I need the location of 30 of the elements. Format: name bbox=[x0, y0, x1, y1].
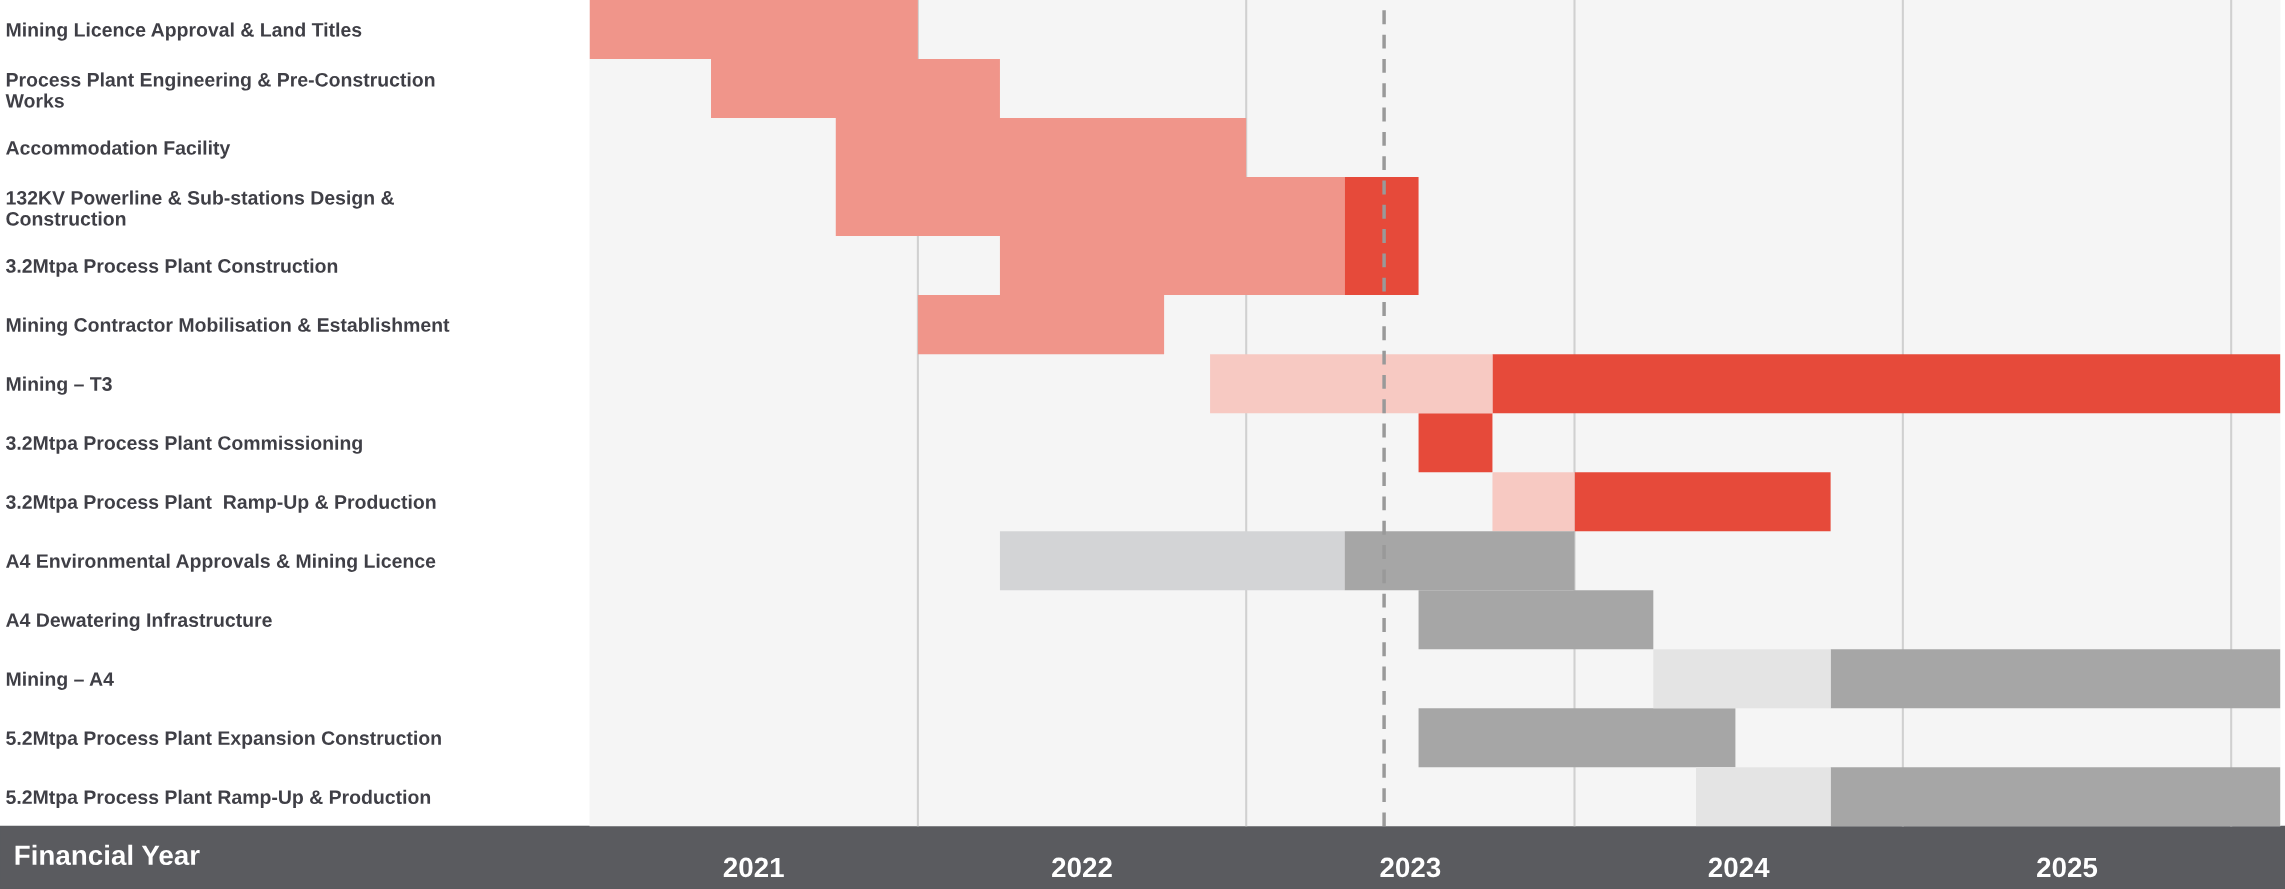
x-tick-label: 2025 bbox=[2037, 857, 2098, 878]
bar bbox=[1210, 354, 1493, 414]
bar bbox=[1492, 472, 1575, 532]
y-tick-label: A4 Environmental Approvals & Mining Licence bbox=[6, 553, 436, 572]
y-tick-label: Process Plant Engineering & Pre-Construction Works bbox=[5, 72, 435, 108]
y-tick-label: 3.2Mtpa Process Plant Ramp-Up & Production bbox=[6, 494, 436, 513]
bar bbox=[1653, 649, 1831, 709]
y-tick-label: 132KV Powerline & Sub-stations Design & Construction bbox=[6, 190, 394, 226]
x-tick-label: 2022 bbox=[1052, 857, 1112, 878]
x-axis-title: Financial Year bbox=[15, 844, 200, 866]
y-tick-label: Mining – A4 bbox=[6, 671, 114, 690]
x-tick-label: 2023 bbox=[1380, 857, 1441, 878]
bar bbox=[1418, 708, 1736, 768]
bar bbox=[1696, 767, 1831, 827]
x-tick-label: 2021 bbox=[723, 857, 784, 878]
y-tick-label: Mining – T3 bbox=[6, 376, 112, 395]
y-tick-label: Accommodation Facility bbox=[6, 140, 231, 159]
bar bbox=[1830, 767, 2281, 827]
y-tick-label: 5.2Mtpa Process Plant Expansion Construction bbox=[6, 730, 441, 749]
bar bbox=[1418, 413, 1493, 473]
y-tick-label: A4 Dewatering Infrastructure bbox=[6, 612, 272, 631]
y-tick-label: 5.2Mtpa Process Plant Ramp-Up & Production bbox=[6, 789, 431, 808]
bar bbox=[1492, 354, 2281, 414]
bar bbox=[1830, 649, 2281, 709]
x-tick-label: 2024 bbox=[1708, 857, 1770, 878]
y-tick-label: Mining Contractor Mobilisation & Establishment bbox=[6, 317, 450, 336]
y-tick-label: 3.2Mtpa Process Plant Construction bbox=[6, 258, 338, 277]
y-tick-label: 3.2Mtpa Process Plant Commissioning bbox=[6, 435, 362, 454]
bar bbox=[1574, 472, 1831, 532]
y-tick-label: Mining Licence Approval & Land Titles bbox=[6, 22, 362, 41]
